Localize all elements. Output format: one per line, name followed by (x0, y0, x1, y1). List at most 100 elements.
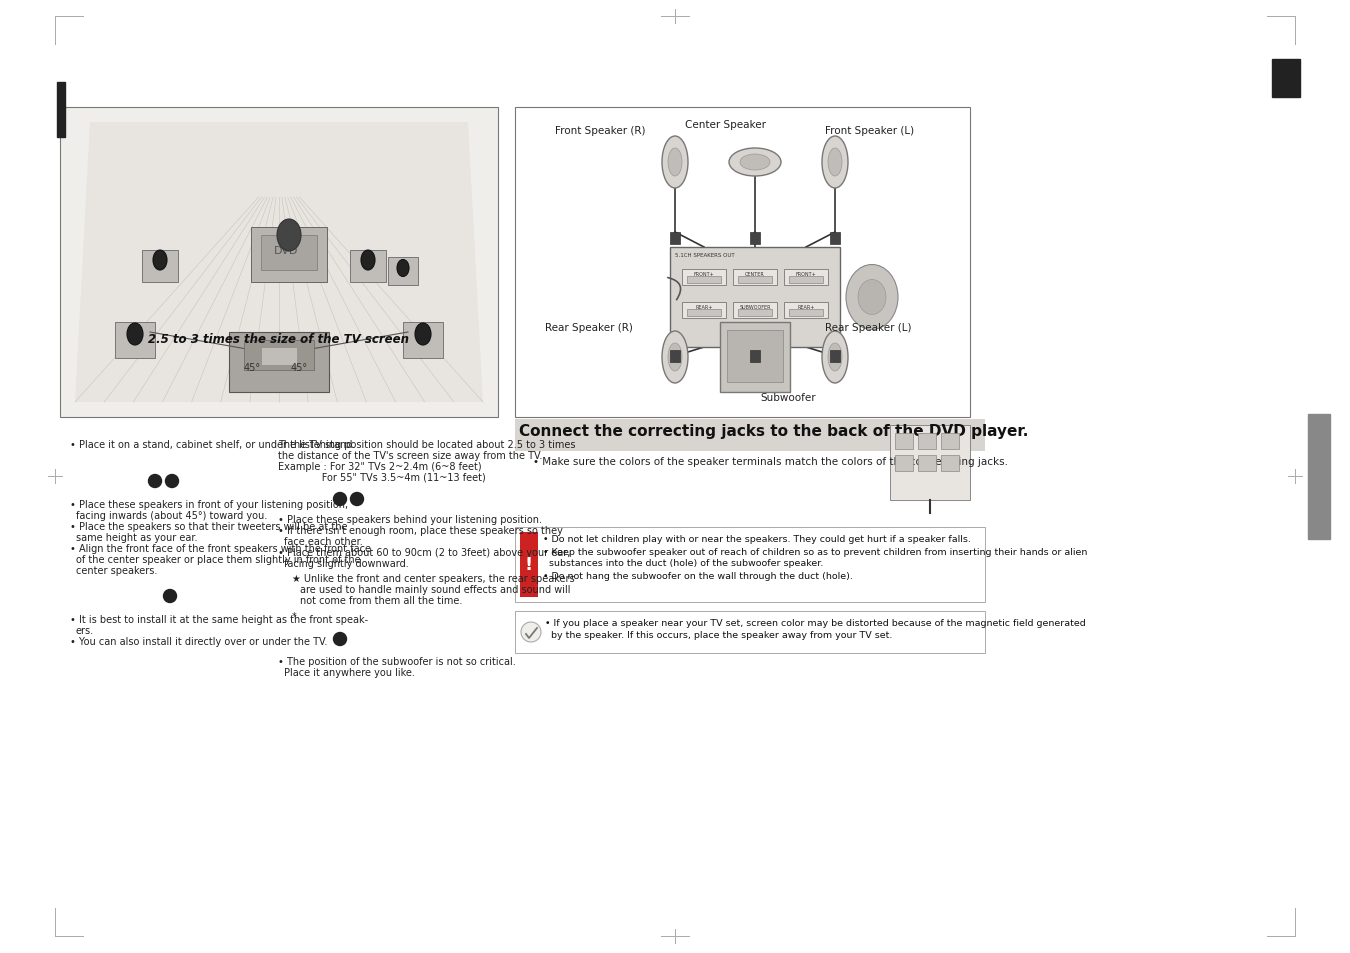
Polygon shape (76, 123, 483, 402)
Text: • Align the front face of the front speakers with the front face: • Align the front face of the front spea… (70, 543, 371, 554)
Text: facing slightly downward.: facing slightly downward. (284, 558, 409, 568)
Bar (57, 83, 65, 138)
Text: • Do not hang the subwoofer on the wall through the duct (hole).: • Do not hang the subwoofer on the wall … (543, 572, 853, 580)
Text: REAR+: REAR+ (695, 305, 713, 310)
Bar (733, 303, 778, 318)
Ellipse shape (414, 324, 431, 346)
Text: 2.5 to 3 times the size of the TV screen: 2.5 to 3 times the size of the TV screen (148, 333, 409, 346)
Bar (670, 248, 840, 348)
Bar (728, 331, 783, 382)
Text: • Keep the subwoofer speaker out of reach of children so as to prevent children : • Keep the subwoofer speaker out of reac… (543, 547, 1087, 557)
Text: Center Speaker: Center Speaker (684, 120, 765, 130)
Bar (514, 108, 971, 417)
Text: FRONT+: FRONT+ (795, 272, 817, 276)
Text: • It is best to install it at the same height as the front speak-: • It is best to install it at the same h… (70, 615, 369, 624)
Ellipse shape (822, 332, 848, 384)
Bar (670, 351, 680, 363)
Bar (918, 456, 936, 472)
Text: ers.: ers. (76, 625, 95, 636)
Text: • Do not let children play with or near the speakers. They could get hurt if a s: • Do not let children play with or near … (543, 535, 971, 543)
Text: !: ! (525, 556, 533, 574)
Bar (251, 228, 327, 283)
Ellipse shape (333, 493, 347, 506)
Bar (261, 235, 317, 271)
Bar (59, 108, 498, 417)
Ellipse shape (729, 149, 782, 177)
Text: of the center speaker or place them slightly in front of the: of the center speaker or place them slig… (76, 555, 360, 564)
Text: • Place these speakers in front of your listening position,: • Place these speakers in front of your … (70, 499, 348, 510)
Text: center speakers.: center speakers. (76, 565, 158, 576)
Bar (941, 434, 958, 450)
Bar (788, 310, 824, 316)
Ellipse shape (668, 344, 682, 372)
Text: • Make sure the colors of the speaker terminals match the colors of the connect-: • Make sure the colors of the speaker te… (533, 456, 1008, 467)
Bar (682, 303, 726, 318)
Text: For 55" TVs 3.5~4m (11~13 feet): For 55" TVs 3.5~4m (11~13 feet) (278, 473, 486, 482)
Ellipse shape (521, 622, 541, 642)
Bar (115, 323, 155, 358)
Bar (733, 270, 778, 286)
Text: • You can also install it directly over or under the TV.: • You can also install it directly over … (70, 637, 327, 646)
Ellipse shape (153, 251, 167, 271)
Bar (1272, 60, 1300, 98)
Text: same height as your ear.: same height as your ear. (76, 533, 197, 542)
Bar (514, 612, 986, 654)
Bar (784, 270, 828, 286)
Text: • Place them about 60 to 90cm (2 to 3feet) above your ear,: • Place them about 60 to 90cm (2 to 3fee… (278, 547, 570, 558)
Text: • Place it on a stand, cabinet shelf, or under the TV stand.: • Place it on a stand, cabinet shelf, or… (70, 439, 355, 450)
Ellipse shape (662, 137, 688, 189)
Bar (261, 348, 297, 366)
Ellipse shape (668, 149, 682, 177)
Ellipse shape (166, 475, 178, 488)
Text: DVD: DVD (274, 246, 298, 255)
Text: Connect the correcting jacks to the back of the DVD player.: Connect the correcting jacks to the back… (518, 423, 1029, 438)
Bar (404, 323, 443, 358)
Ellipse shape (846, 265, 898, 330)
Bar (751, 233, 760, 245)
Ellipse shape (163, 590, 177, 603)
Text: Rear Speaker (R): Rear Speaker (R) (545, 323, 633, 333)
Text: REAR+: REAR+ (798, 305, 814, 310)
Text: Front Speaker (L): Front Speaker (L) (825, 126, 914, 136)
Bar (738, 310, 772, 316)
Bar (687, 276, 721, 284)
Ellipse shape (351, 493, 363, 506)
Text: are used to handle mainly sound effects and sound will: are used to handle mainly sound effects … (300, 584, 571, 595)
Text: SUBWOOFER: SUBWOOFER (740, 305, 771, 310)
Bar (784, 303, 828, 318)
Bar (890, 426, 971, 500)
Ellipse shape (822, 137, 848, 189)
Ellipse shape (148, 475, 162, 488)
Text: Subwoofer: Subwoofer (760, 393, 815, 402)
Ellipse shape (277, 220, 301, 252)
Bar (687, 310, 721, 316)
Bar (514, 527, 986, 602)
Ellipse shape (360, 251, 375, 271)
Text: FRONT+: FRONT+ (694, 272, 714, 276)
Bar (918, 434, 936, 450)
Text: • Place the speakers so that their tweeters will be at the: • Place the speakers so that their tweet… (70, 521, 347, 532)
Text: Front Speaker (R): Front Speaker (R) (555, 126, 645, 136)
Bar (682, 270, 726, 286)
Text: Rear Speaker (L): Rear Speaker (L) (825, 323, 911, 333)
Text: 45°: 45° (292, 363, 308, 373)
Text: Example : For 32" TVs 2~2.4m (6~8 feet): Example : For 32" TVs 2~2.4m (6~8 feet) (278, 461, 482, 472)
Text: CENTER: CENTER (745, 272, 765, 276)
Bar (670, 233, 680, 245)
Ellipse shape (397, 260, 409, 277)
Bar (830, 233, 840, 245)
Text: The listening position should be located about 2.5 to 3 times: The listening position should be located… (278, 439, 575, 450)
Text: not come from them all the time.: not come from them all the time. (300, 596, 462, 605)
Bar (142, 251, 178, 283)
Text: substances into the duct (hole) of the subwoofer speaker.: substances into the duct (hole) of the s… (549, 558, 824, 567)
Bar (941, 456, 958, 472)
Text: • If there isn't enough room, place these speakers so they: • If there isn't enough room, place thes… (278, 525, 563, 536)
Ellipse shape (828, 149, 842, 177)
Ellipse shape (127, 324, 143, 346)
Bar (350, 251, 386, 283)
Text: ★ Unlike the front and center speakers, the rear speakers: ★ Unlike the front and center speakers, … (292, 574, 575, 583)
Text: 5.1CH SPEAKERS OUT: 5.1CH SPEAKERS OUT (675, 253, 734, 257)
Bar (751, 351, 760, 363)
Text: • Place these speakers behind your listening position.: • Place these speakers behind your liste… (278, 515, 541, 524)
Bar (720, 323, 790, 393)
